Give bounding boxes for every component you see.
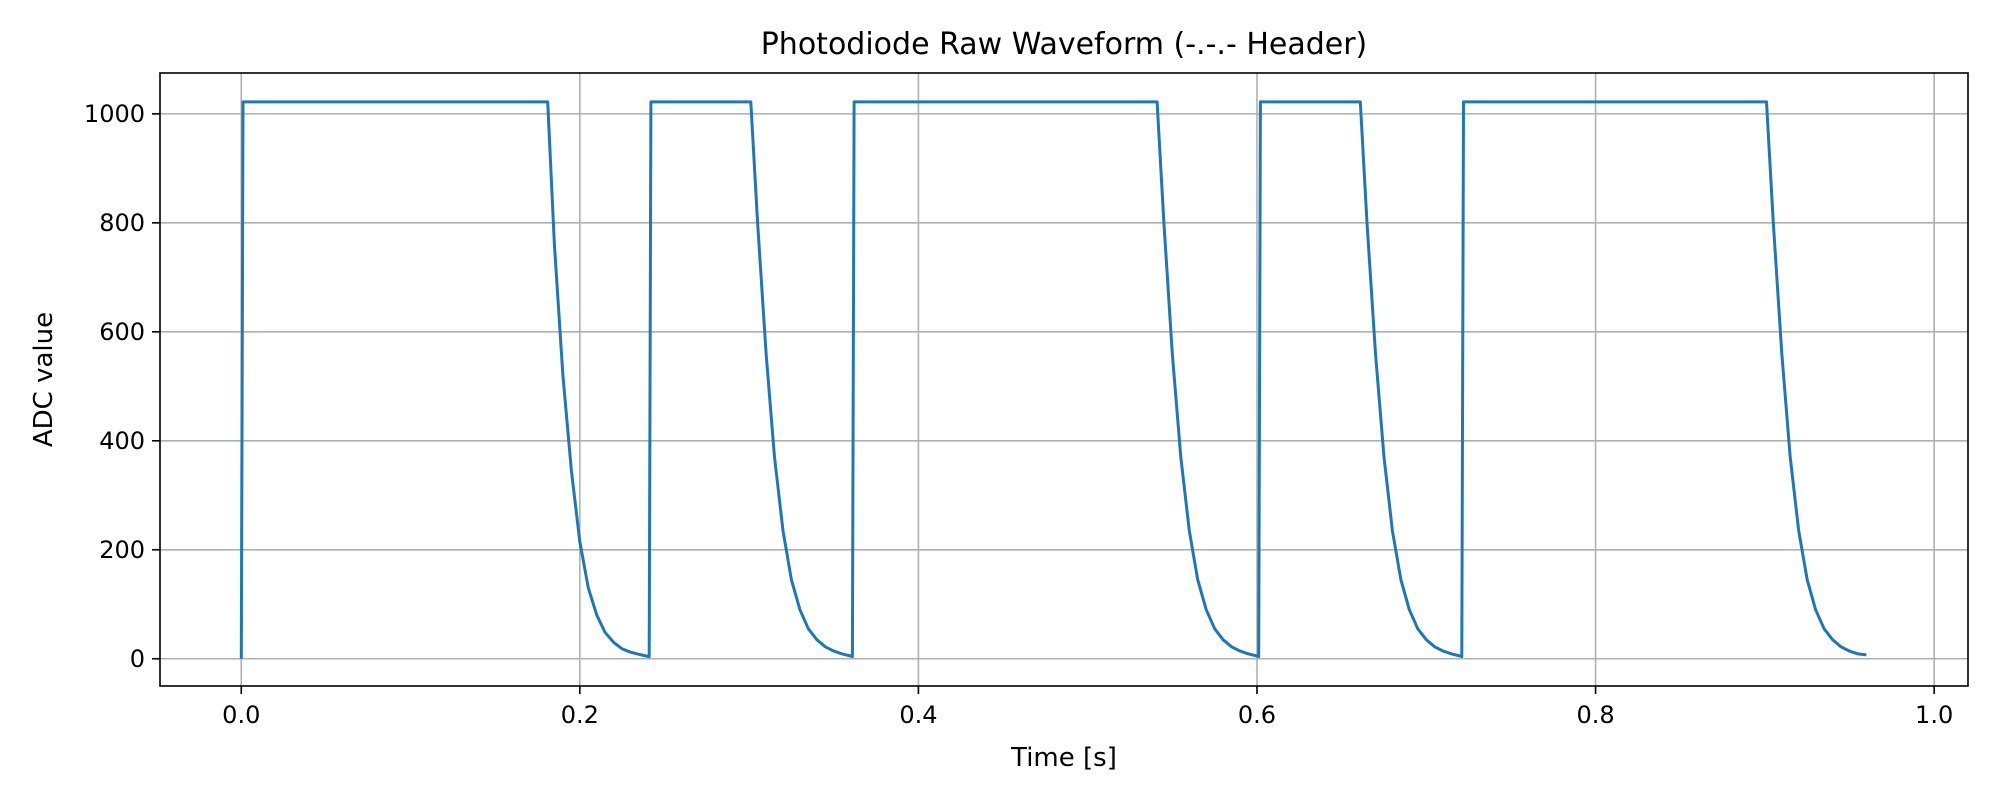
y-tick-label: 800	[99, 209, 145, 237]
grid-layer	[160, 73, 1968, 686]
x-tick-label: 0.0	[222, 701, 260, 729]
x-axis-label: Time [s]	[1010, 743, 1117, 773]
y-tick-label: 1000	[84, 100, 145, 128]
x-tick-label: 0.4	[899, 701, 937, 729]
y-tick-label: 0	[130, 645, 145, 673]
x-tick-label: 0.8	[1576, 701, 1614, 729]
tick-layer: 0.0 0.2 0.4 0.6 0.8 1.0 0 200 400 600 800 1000	[84, 100, 1953, 729]
x-tick-label: 1.0	[1915, 701, 1953, 729]
y-tick-label: 600	[99, 318, 145, 346]
y-axis-label: ADC value	[29, 312, 59, 447]
chart-title: Photodiode Raw Waveform (-.-.- Header)	[761, 27, 1368, 62]
x-tick-label: 0.6	[1238, 701, 1276, 729]
y-tick-label: 400	[99, 427, 145, 455]
y-tick-label: 200	[99, 536, 145, 564]
plot-area-frame	[159, 72, 1969, 687]
x-tick-label: 0.2	[561, 701, 599, 729]
series-line-0	[239, 100, 1867, 659]
series-layer	[239, 100, 1867, 659]
